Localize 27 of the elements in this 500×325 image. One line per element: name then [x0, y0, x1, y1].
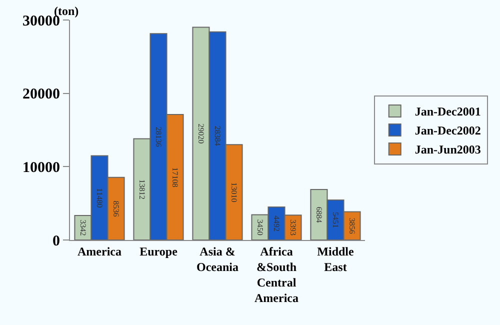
data-label: 13010	[230, 182, 239, 202]
y-tick-label: 10000	[22, 160, 60, 176]
legend-label: Jan-Dec2001	[414, 104, 481, 119]
x-tick-label: Europe	[140, 244, 178, 258]
data-label: 17108	[170, 167, 180, 188]
x-tick-label: Middle East	[317, 244, 355, 274]
legend-label: Jan-Dec2002	[414, 124, 481, 138]
data-label: 11480	[95, 188, 104, 208]
y-axis-title: (ton)	[54, 4, 79, 18]
data-label: 3393	[288, 220, 298, 236]
data-label: 28384	[213, 126, 222, 146]
data-label: 3342	[78, 220, 88, 236]
y-tick-label: 0	[52, 233, 60, 250]
data-label: 3856	[348, 218, 357, 234]
data-label: 4492	[272, 216, 281, 232]
data-label: 5451	[331, 212, 340, 228]
data-label: 8536	[112, 200, 121, 217]
data-label: 6884	[314, 206, 324, 223]
x-tick-label: Africa &South Central America	[254, 244, 298, 306]
x-tick-label: Asia & Oceania	[196, 244, 238, 274]
y-tick-label: 20000	[22, 86, 60, 103]
legend-label: Jan-Jun2003	[414, 142, 481, 157]
data-label: 3450	[255, 219, 264, 236]
data-label: 13812	[137, 179, 146, 200]
data-label: 29020	[196, 124, 206, 144]
data-label: 28136	[154, 126, 163, 147]
x-tick-label: America	[78, 244, 122, 258]
